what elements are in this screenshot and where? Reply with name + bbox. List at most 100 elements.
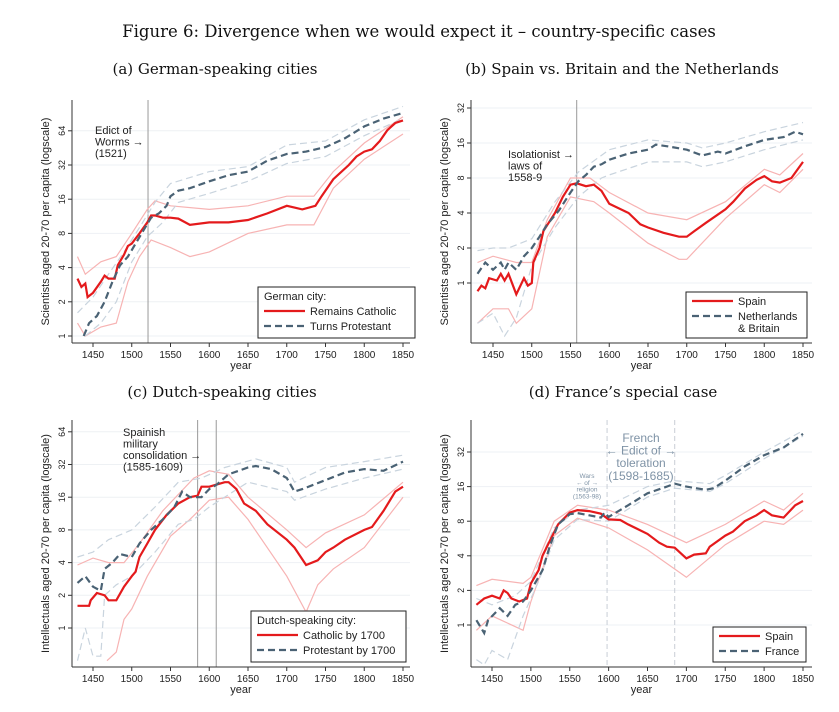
y-tick-label: 2 [456,245,466,250]
y-tick-label: 2 [456,588,466,593]
x-tick-label: 1800 [753,674,776,685]
y-tick-label: 16 [456,138,466,148]
legend-entry: France [765,646,799,658]
x-tick-label: 1750 [714,674,737,685]
x-tick-label: 1550 [559,674,582,685]
x-tick-label: 1500 [121,674,144,685]
x-tick-label: 1700 [676,350,699,361]
legend-entry-line: Protestant by 1700 [303,645,395,657]
x-axis-label: year [230,360,252,372]
legend-entry-line: Catholic by 1700 [303,630,385,642]
x-tick-label: 1700 [675,674,698,685]
series-line-catholic-by- [77,481,404,607]
y-tick-label: 4 [456,553,466,558]
y-tick-label: 16 [456,482,466,492]
legend-entry-line: Spain [765,631,793,643]
x-tick-label: 1850 [392,674,415,685]
x-axis-label: year [631,360,653,372]
x-tick-label: 1650 [237,350,260,361]
series-line-spain [475,500,804,606]
panel-a-subtitle: (a) German-speaking cities [112,60,318,78]
annotation-text: military [123,439,158,451]
x-tick-label: 1800 [353,350,376,361]
y-tick-label: 32 [456,447,466,457]
x-tick-label: 1650 [636,674,659,685]
legend-box [250,610,407,663]
panel-b-subtitle: (b) Spain vs. Britain and the Netherland… [465,60,779,78]
x-tick-label: 1650 [237,674,260,685]
legend-entry: Netherlands & Britain [738,311,798,335]
annotation-text: (1521) [95,148,127,160]
y-tick-label: 8 [57,231,67,236]
legend-entry: Remains Catholic [310,306,397,318]
panel-c-subtitle: (c) Dutch-speaking cities [127,383,317,401]
x-tick-label: 1500 [521,350,544,361]
annotation-text: (1598-1685) [608,469,673,483]
legend-box [257,286,416,339]
x-tick-label: 1700 [276,674,299,685]
x-tick-label: 1750 [714,350,737,361]
legend-box [712,626,807,663]
annotation-text: French [622,431,659,445]
y-axis-label: Intellectuals aged 20-70 per capita (log… [40,434,52,653]
y-tick-label: 1 [57,333,67,338]
ci-lower-line [477,139,804,338]
y-tick-label: 4 [57,265,67,270]
series-line-netherlands-britain [476,130,804,275]
annotation-text: Worms → [95,137,144,149]
legend-entry-line: Remains Catholic [310,306,397,318]
ci-upper-line [476,430,804,606]
y-tick-label: 16 [57,492,67,502]
x-axis-label: year [631,684,653,696]
annotation-text: 1558-9 [508,172,542,184]
y-tick-label: 8 [57,527,67,532]
y-tick-label: 64 [57,427,67,437]
ci-lower-line [84,118,404,337]
series-line-spain [476,161,804,298]
figure-title: Figure 6: Divergence when we would expec… [122,22,716,41]
legend-entry: Catholic by 1700 [303,630,385,642]
y-tick-label: 32 [456,103,466,113]
y-axis-label: Intellectuals aged 20-70 per capita (log… [439,434,451,653]
legend-entry: Protestant by 1700 [303,645,395,657]
y-tick-label: 4 [57,560,67,565]
x-tick-label: 1600 [198,350,221,361]
legend-entry: Turns Protestant [310,321,391,333]
legend: Spain France [712,626,807,663]
legend: Dutch-speaking city: Catholic by 1700 Prot… [250,610,407,663]
x-tick-label: 1800 [753,350,776,361]
annotation-text: religion [577,487,598,494]
annotation-text: toleration [616,456,665,470]
y-tick-label: 8 [456,519,466,524]
y-tick-label: 1 [456,280,466,285]
annotation-text: consolidation → [123,450,201,462]
series-line-france [475,432,804,636]
legend: German city: Remains Catholic Turns Protes… [257,286,416,339]
annotation-text: Spainish [123,427,165,439]
annotation-text: (1585-1609) [123,462,183,474]
ci-lower-line [76,468,404,661]
legend: Spain Netherlands & Britain [685,291,808,339]
x-tick-label: 1450 [482,350,505,361]
ci-upper-line [77,105,404,314]
y-axis-label: Scientists aged 20-70 per capita (logsca… [40,118,52,326]
legend-title: Dutch-speaking city: [257,615,356,627]
x-tick-label: 1450 [481,674,504,685]
x-tick-label: 1500 [520,674,543,685]
ci-upper-line [76,116,404,276]
series-line-protestant-by- [76,460,404,593]
ci-upper-line [477,153,804,264]
y-axis-label: Scientists aged 20-70 per capita (logsca… [439,118,451,326]
ci-lower-line [476,435,804,666]
x-tick-label: 1850 [792,350,815,361]
ci-upper-line [77,470,404,566]
x-tick-label: 1850 [392,350,415,361]
panel-b: 1 2 4 8 16 32 1450 1500 1550 1600 1650 1700 1750 1800… [439,100,815,372]
x-tick-label: 1850 [792,674,815,685]
y-tick-label: 32 [57,160,67,170]
x-tick-label: 1450 [82,674,105,685]
y-tick-label: 8 [456,175,466,180]
x-tick-label: 1550 [159,350,182,361]
x-tick-label: 1500 [121,350,144,361]
